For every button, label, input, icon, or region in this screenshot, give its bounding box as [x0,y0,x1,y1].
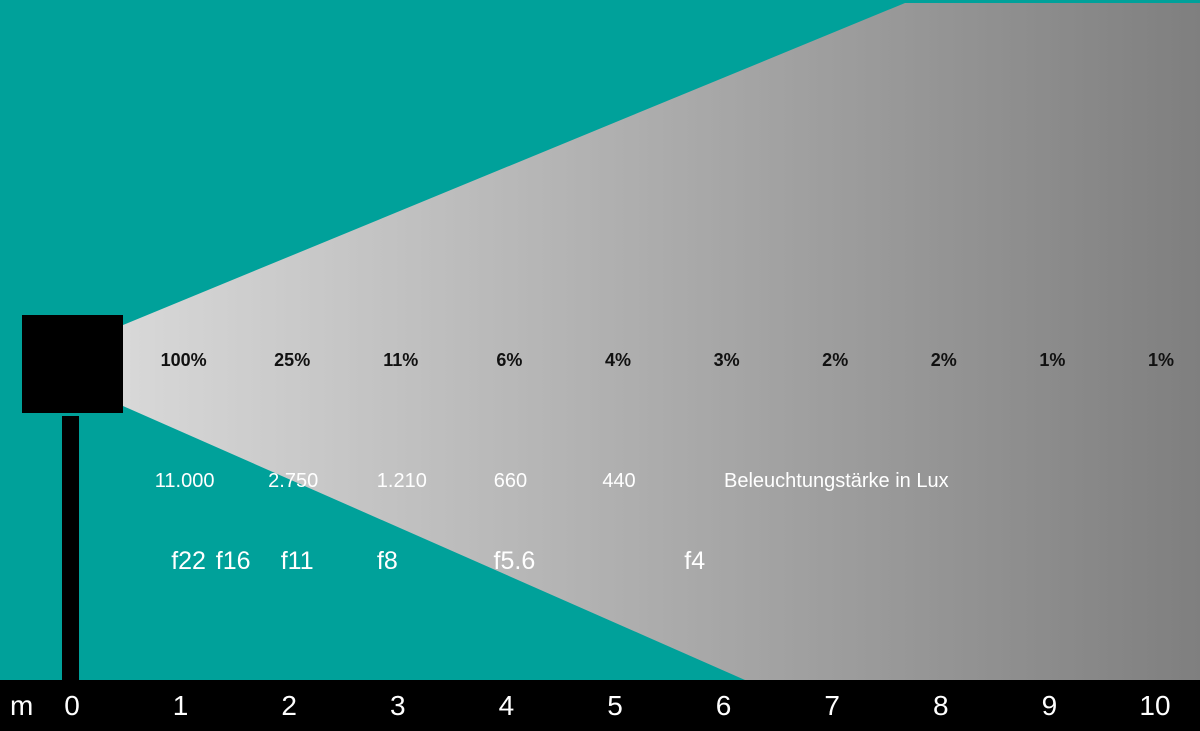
lamp-stand [62,416,79,681]
percentage-label: 11% [383,350,419,370]
f-stop-label: f4 [684,547,706,575]
distance-tick: 2 [281,690,297,721]
light-cone [123,3,1200,680]
lux-value: 440 [602,470,636,492]
percentage-label: 1% [1147,350,1175,370]
f-stop-label: f16 [215,547,251,575]
distance-tick: 7 [824,690,840,721]
f-stop-label: f22 [171,547,206,575]
f-stop-label: f8 [376,547,398,575]
percentage-label: 1% [1039,350,1066,370]
lux-value: 11.000 [154,470,215,492]
lux-value: 1.210 [376,470,427,492]
lux-value: 2.750 [268,470,319,492]
lamp-head [22,315,123,413]
distance-tick: 10 [1139,690,1171,721]
percentage-label: 6% [496,350,523,370]
distance-tick: 5 [607,690,623,721]
f-stop-label: f11 [280,547,314,575]
distance-tick: 3 [390,690,406,721]
distance-tick: 0 [64,690,80,721]
percentage-label: 3% [713,350,740,370]
lux-caption: Beleuchtungstärke in Lux [724,470,949,492]
distance-tick: 1 [172,690,189,721]
distance-tick: 4 [498,690,515,721]
percentage-label: 100% [160,350,207,370]
distance-tick: 6 [715,690,732,721]
lux-value: 660 [493,470,528,492]
distance-tick: 9 [1041,690,1058,721]
percentage-label: 2% [930,350,957,370]
distance-unit: m [10,690,34,721]
percentage-label: 25% [274,350,311,370]
percentage-label: 2% [822,350,849,370]
percentage-label: 4% [604,350,632,370]
distance-axis [0,680,1200,731]
f-stop-label: f5.6 [493,547,536,575]
distance-tick: 8 [933,690,949,721]
